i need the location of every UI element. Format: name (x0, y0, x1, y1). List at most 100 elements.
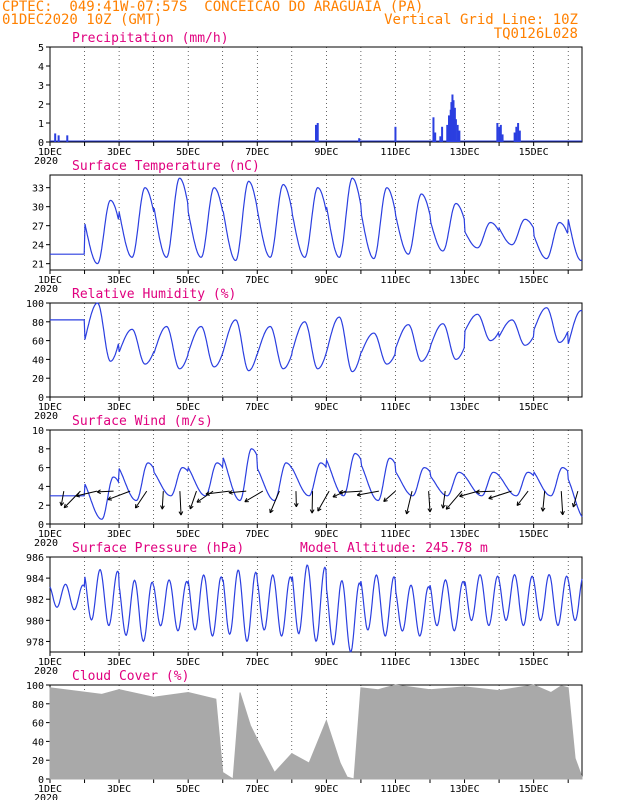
wind-arrow-head (160, 505, 165, 510)
wind-arrow-shaft (572, 490, 579, 508)
panel-frame (49, 302, 583, 398)
wind-arrow-shaft (135, 490, 148, 509)
precip-bar (358, 138, 361, 142)
wind-arrow-head (178, 511, 184, 516)
x-tick-label: 1DEC (38, 529, 62, 540)
x-year-label: 2020 (34, 538, 58, 549)
y-tick-label: 27 (32, 222, 44, 233)
x-tick-label: 1DEC (38, 784, 62, 795)
wind-arrow-shaft (516, 490, 529, 506)
y-tick-label: 986 (26, 553, 44, 564)
x-tick-label: 3DEC (107, 147, 131, 158)
x-tick-label: 15DEC (519, 657, 549, 668)
y-tick-label: 30 (32, 203, 44, 214)
panel-frame (49, 429, 583, 525)
wind-arrow-head (356, 492, 362, 497)
wind-arrow-shaft (357, 490, 379, 496)
x-tick-label: 11DEC (380, 275, 410, 286)
x-tick-label: 1DEC (38, 402, 62, 413)
y-tick-label: 10 (32, 426, 44, 437)
x-tick-label: 11DEC (380, 529, 410, 540)
wind-arrow-shaft (205, 490, 230, 495)
wind-arrow-shaft (179, 491, 182, 516)
precip-bar (57, 135, 60, 142)
wind-arrow-shaft (196, 490, 214, 503)
precip-bar (316, 123, 319, 142)
precip-bar (439, 136, 442, 142)
x-tick-label: 13DEC (449, 275, 479, 286)
wind-arrow-head (516, 501, 521, 506)
precip-bar (499, 124, 502, 142)
x-tick-label: 9DEC (314, 275, 338, 286)
panel-frame (49, 174, 583, 271)
wind-arrow-shaft (269, 490, 280, 513)
wind-arrow-head (269, 508, 274, 514)
x-tick-label: 13DEC (449, 402, 479, 413)
x-tick-label: 7DEC (245, 147, 269, 158)
wind-arrow-head (441, 504, 446, 509)
wind-arrow-shaft (107, 490, 131, 501)
panel-title: Surface Wind (m/s) (72, 414, 213, 429)
wind-arrow-shaft (488, 490, 512, 499)
x-tick-label: 7DEC (245, 402, 269, 413)
wind-arrow-head (63, 503, 69, 509)
y-tick-label: 80 (32, 318, 44, 329)
wind-arrow-shaft (97, 490, 114, 493)
wind-arrow-shaft (542, 491, 546, 512)
x-tick-label: 11DEC (380, 784, 410, 795)
header-location: CPTEC: 049:41W-07:57S CONCEICAO DO ARAGU… (2, 0, 424, 15)
y-tick-label: 1 (38, 119, 44, 130)
x-tick-label: 1DEC (38, 275, 62, 286)
cloud-cover-area (49, 684, 583, 780)
x-tick-label: 3DEC (107, 275, 131, 286)
y-tick-label: 0 (38, 138, 44, 149)
x-tick-label: 15DEC (519, 402, 549, 413)
wind-arrow-shaft (75, 490, 98, 497)
wind-arrow-head (228, 490, 233, 495)
wind-arrow-head (383, 497, 388, 502)
panel-6 (46, 684, 583, 783)
y-tick-label: 0 (38, 775, 44, 786)
x-tick-label: 5DEC (176, 657, 200, 668)
x-tick-label: 3DEC (107, 657, 131, 668)
y-tick-label: 21 (32, 260, 44, 271)
panel-frame (49, 556, 583, 653)
x-tick-label: 5DEC (176, 784, 200, 795)
panel-1 (46, 46, 583, 146)
x-year-label: 2020 (34, 284, 58, 295)
wind-arrow-head (332, 493, 337, 498)
x-tick-label: 3DEC (107, 529, 131, 540)
x-tick-label: 13DEC (449, 147, 479, 158)
y-tick-label: 20 (32, 374, 44, 385)
wind-arrow-head (317, 507, 322, 512)
y-tick-label: 100 (26, 299, 44, 310)
panel-5 (46, 556, 583, 656)
x-year-label: 2020 (34, 793, 58, 800)
wind-arrow-shaft (476, 490, 495, 493)
x-tick-label: 11DEC (380, 657, 410, 668)
x-tick-label: 5DEC (176, 402, 200, 413)
wind-arrow-shaft (161, 491, 164, 510)
panel-3 (46, 302, 583, 401)
y-tick-label: 40 (32, 737, 44, 748)
wind-arrow-head (339, 489, 344, 495)
wind-arrow-head (96, 489, 101, 495)
y-tick-label: 24 (32, 241, 44, 252)
x-tick-label: 5DEC (176, 529, 200, 540)
y-tick-label: 6 (38, 464, 44, 475)
y-tick-label: 5 (38, 43, 44, 54)
y-tick-label: 80 (32, 700, 44, 711)
x-tick-label: 13DEC (449, 784, 479, 795)
precip-bar (394, 126, 397, 142)
wind-arrow-head (560, 510, 565, 516)
precip-bar (496, 123, 499, 142)
wind-arrow-shaft (442, 491, 446, 509)
series-line (50, 448, 583, 520)
y-tick-label: 982 (26, 595, 44, 606)
y-tick-label: 2 (38, 100, 44, 111)
x-tick-label: 9DEC (314, 529, 338, 540)
panel-title: Surface Pressure (hPa) (72, 541, 244, 556)
wind-arrow-head (445, 505, 451, 510)
wind-arrow-shaft (317, 490, 330, 512)
